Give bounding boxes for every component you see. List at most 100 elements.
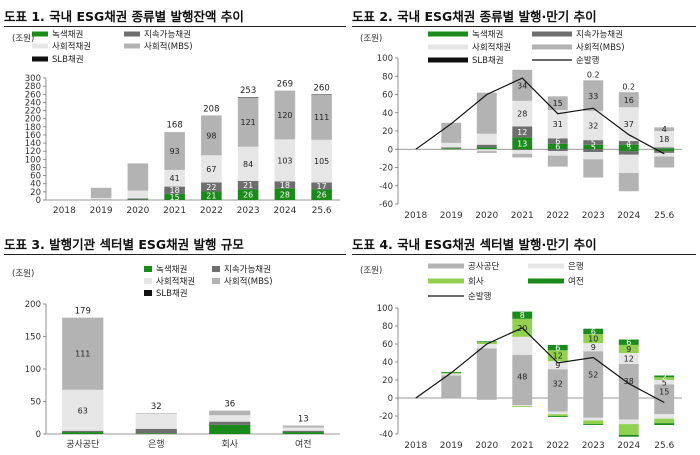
x-tick-label-2018: 2018 <box>53 206 76 216</box>
y-tick-label: 100 <box>377 304 393 314</box>
legend-swatch <box>32 56 48 62</box>
data-label: 26 <box>317 191 327 200</box>
bar-2024-s3 <box>618 92 639 108</box>
legend-label: 사회적채권 <box>156 276 195 287</box>
y-tick-label: 280 <box>25 82 41 92</box>
data-label: 38 <box>624 377 634 386</box>
bar-2024-s1 <box>618 141 639 145</box>
bar-2022-s3 <box>547 155 568 167</box>
x-tick-label-2022: 2022 <box>546 211 569 221</box>
bar-25-6-s0 <box>654 148 675 150</box>
bar-25-6-s2 <box>654 377 675 380</box>
bar-2022-s2 <box>547 151 568 156</box>
data-label: 34 <box>517 81 527 90</box>
legend-label: 순발행 <box>576 55 599 66</box>
bar-2022-s2 <box>547 414 568 416</box>
chart-title: 도표 2. 국내 ESG채권 종류별 발행·만기 추이 <box>352 9 597 24</box>
total-label: 269 <box>277 80 293 90</box>
bar-2022-s3 <box>201 115 222 156</box>
y-tick-label: 160 <box>25 131 41 141</box>
data-label: 18 <box>280 181 290 190</box>
bar-2020-s1 <box>476 144 497 148</box>
data-label: 6 <box>626 338 631 347</box>
x-tick-label-v: 공사공단 <box>66 439 99 450</box>
bar-2021-s0 <box>164 193 185 200</box>
y-tick-label: -20 <box>379 164 393 174</box>
y-tick-label: -60 <box>379 200 393 210</box>
data-label: 15 <box>659 387 669 396</box>
data-label: 21 <box>206 192 216 201</box>
data-label: 6 <box>555 344 560 353</box>
legend-swatch <box>144 266 152 272</box>
legend-label: 사회적채권 <box>52 41 91 52</box>
bar-2024-s1 <box>618 419 639 425</box>
y-tick-label: 20 <box>382 127 393 137</box>
bar-2021-s1 <box>512 405 533 407</box>
legend-swatch <box>428 278 464 284</box>
bar-2024-s3 <box>274 90 296 140</box>
legend-label: 은행 <box>568 261 584 272</box>
bar-25-6-s3 <box>311 94 332 140</box>
bar-25-6-s0 <box>311 189 332 200</box>
x-tick-label-25-6: 25.6 <box>654 441 674 451</box>
data-label: 5 <box>626 143 631 152</box>
bar-v-s0 <box>282 432 324 434</box>
data-label: 12 <box>553 352 563 361</box>
y-tick-label: 60 <box>382 91 393 101</box>
x-tick-label-2019: 2019 <box>440 441 463 451</box>
bar-2021-s2 <box>512 150 533 154</box>
y-tick-label: 20 <box>382 376 393 386</box>
bar-25-6-s2 <box>311 139 332 183</box>
data-label: 22 <box>206 183 216 192</box>
bar-2021-s1 <box>512 149 533 151</box>
bar-2024-s2 <box>618 107 639 142</box>
x-tick-label-2023: 2023 <box>582 211 605 221</box>
bar-2019-s2 <box>441 142 462 148</box>
data-label: 4 <box>662 125 667 134</box>
data-label: 6 <box>555 137 560 146</box>
data-label: 17 <box>317 182 327 191</box>
data-label: 28 <box>280 190 290 199</box>
net-issuance-line <box>415 77 665 155</box>
legend-swatch <box>428 31 468 37</box>
data-label: 15 <box>553 99 563 108</box>
data-label: 5 <box>591 143 596 152</box>
data-label: 6 <box>555 143 560 152</box>
y-tick-label: 100 <box>25 365 41 375</box>
total-label: 253 <box>240 86 256 96</box>
chart-panel-1: 도표 1. 국내 ESG채권 종류별 발행잔액 추이 (조원) 0 20 40 60 80… <box>4 0 346 222</box>
total-label: 36 <box>224 400 235 410</box>
unit-label: (조원) <box>12 34 34 44</box>
y-tick-label: -40 <box>379 430 393 440</box>
bar-2022-s3 <box>547 96 568 111</box>
data-label: 0.2 <box>622 82 635 91</box>
chart-panel-3: 도표 3. 발행기관 섹터별 ESG채권 발행 규모 (조원) 0 50 100 150… <box>4 228 346 455</box>
title-divider <box>4 254 346 255</box>
y-tick-label: 0 <box>36 430 41 440</box>
bar-v-s0 <box>209 424 251 434</box>
data-label: 105 <box>314 157 329 166</box>
y-tick-label: 0 <box>388 394 393 404</box>
legend-label: 지속가능채권 <box>144 29 191 40</box>
bar-2023-s3 <box>583 159 604 178</box>
bar-v-s2 <box>209 415 251 422</box>
data-label: 32 <box>553 380 563 389</box>
bar-2024-s0 <box>618 144 639 150</box>
bar-2023-s2 <box>237 146 259 181</box>
bar-2023-s2 <box>583 151 604 160</box>
data-label: 63 <box>78 406 88 415</box>
data-label: 48 <box>517 372 527 381</box>
data-label: 5 <box>662 378 667 387</box>
x-tick-label-v: 은행 <box>148 438 165 450</box>
y-tick-label: 80 <box>382 72 393 82</box>
legend-swatch <box>144 278 152 284</box>
chart-panel-4: 도표 4. 국내 ESG채권 섹터별 발행·만기 추이 (조원) -40 -20 0 2… <box>352 228 696 455</box>
bar-25-6-s1 <box>654 151 675 153</box>
bar-2019-s2 <box>90 197 112 200</box>
x-tick-label-2018: 2018 <box>404 211 427 221</box>
data-label: 103 <box>277 156 292 165</box>
bar-2021-s1 <box>164 186 185 194</box>
total-label: 168 <box>167 121 183 131</box>
bar-2023-s3 <box>583 424 604 425</box>
legend-label: SLB채권 <box>472 55 504 66</box>
